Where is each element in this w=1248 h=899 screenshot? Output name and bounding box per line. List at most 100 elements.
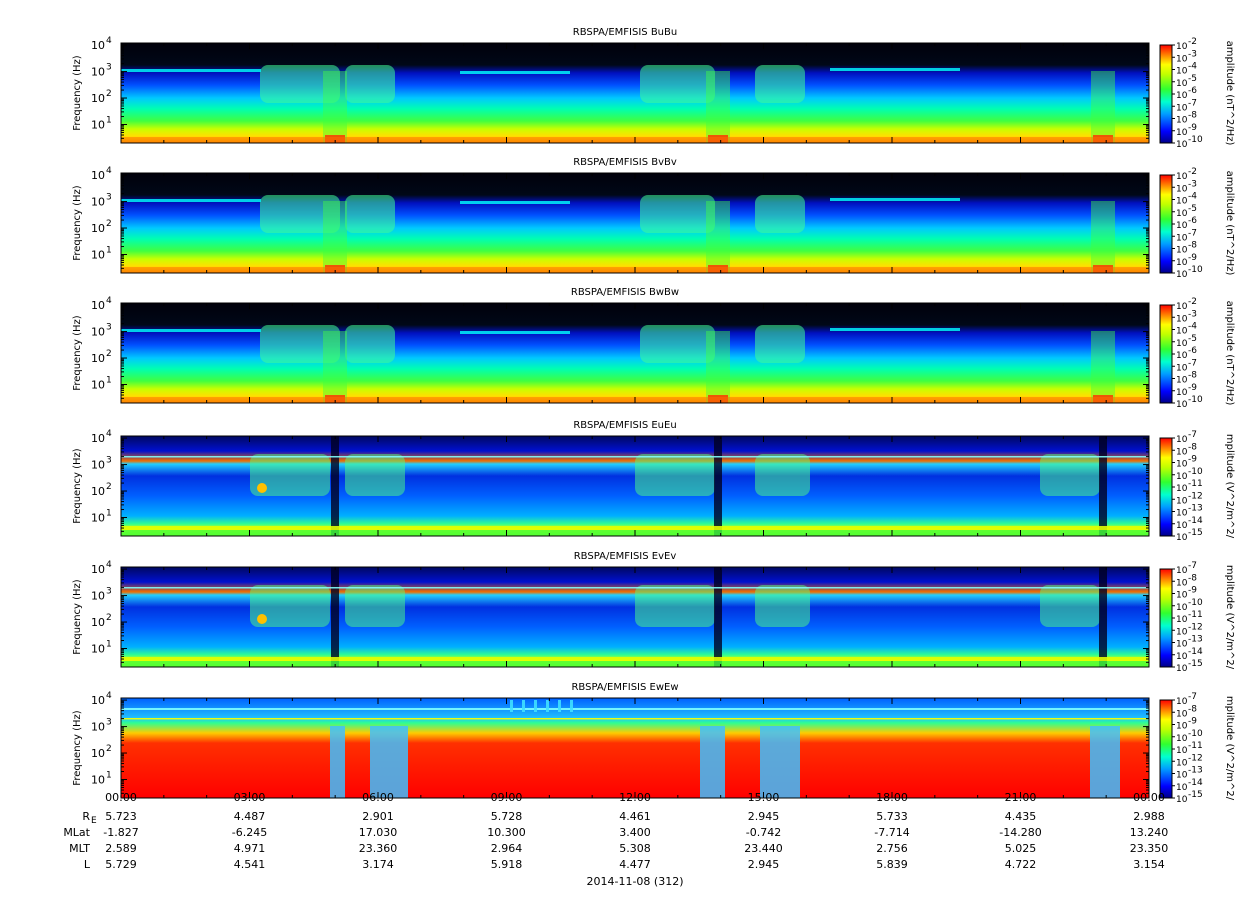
colorbar-tick-exponent: -10 <box>1188 729 1203 739</box>
colorbar: 10-210-310-410-510-610-710-810-910-10 amp… <box>1159 37 1235 150</box>
colorbar-tick-label: 10 <box>1176 91 1188 101</box>
y-tick-exponent: 4 <box>106 560 112 570</box>
colorbar-tick-exponent: -7 <box>1188 561 1197 571</box>
colorbar-tick-label: 10 <box>1176 697 1188 707</box>
colorbar-tick-exponent: -10 <box>1188 467 1203 477</box>
emission-features <box>121 700 1149 798</box>
y-tick-label: 10 <box>91 222 105 235</box>
y-tick-exponent: 2 <box>106 219 112 229</box>
panel-title: RBSPA/EMFISIS EvEv <box>574 551 677 562</box>
ephemeris-value: 2.945 <box>748 810 780 823</box>
colorbar-tick-exponent: -11 <box>1188 479 1203 489</box>
colorbar-tick-label: 10 <box>1176 533 1188 543</box>
ephemeris-value: 17.030 <box>359 826 398 839</box>
y-tick-exponent: 1 <box>106 375 112 385</box>
colorbar-tick-exponent: -9 <box>1188 253 1197 263</box>
colorbar-tick-label: 10 <box>1176 67 1188 77</box>
colorbar-tick-exponent: -3 <box>1188 49 1197 59</box>
colorbar-tick-exponent: -5 <box>1188 74 1197 84</box>
colorbar-tick-exponent: -10 <box>1188 265 1203 275</box>
y-tick-label: 10 <box>91 196 105 209</box>
colorbar-tick-exponent: -12 <box>1188 753 1203 763</box>
x-tick-label: 15:00 <box>748 791 780 804</box>
colorbar-tick-label: 10 <box>1176 722 1188 732</box>
colorbar-tick-label: 10 <box>1176 795 1188 805</box>
emission-features <box>121 195 1149 273</box>
colorbar-tick-label: 10 <box>1176 116 1188 126</box>
colorbar-tick-exponent: -13 <box>1188 635 1203 645</box>
colorbar-tick-exponent: -8 <box>1188 442 1197 452</box>
ephemeris-label: R <box>82 810 90 823</box>
y-tick-label: 10 <box>91 118 105 131</box>
ephemeris-value: 5.728 <box>491 810 523 823</box>
colorbar-tick-exponent: -14 <box>1188 647 1203 657</box>
colorbar-tick-label: 10 <box>1176 509 1188 519</box>
colorbar-tick-exponent: -11 <box>1188 610 1203 620</box>
colorbar-tick-exponent: -7 <box>1188 692 1197 702</box>
colorbar-tick-label: 10 <box>1176 484 1188 494</box>
colorbar-tick-exponent: -8 <box>1188 241 1197 251</box>
colorbar-label: amplitude (nT^2/Hz) <box>1224 301 1235 406</box>
colorbar-tick-label: 10 <box>1176 388 1188 398</box>
colorbar-tick-label: 10 <box>1176 460 1188 470</box>
ephemeris-value: -14.280 <box>999 826 1041 839</box>
date-label: 2014-11-08 (312) <box>586 875 683 888</box>
colorbar-tick-exponent: -7 <box>1188 98 1197 108</box>
y-tick-exponent: 4 <box>106 296 112 306</box>
panel-title: RBSPA/EMFISIS EwEw <box>571 682 678 693</box>
y-tick-label: 10 <box>91 511 105 524</box>
colorbar-tick-exponent: -8 <box>1188 111 1197 121</box>
colorbar-tick-label: 10 <box>1176 258 1188 268</box>
ephemeris-value: 3.400 <box>619 826 651 839</box>
ephemeris-value: 5.025 <box>1005 842 1037 855</box>
colorbar-tick-exponent: -9 <box>1188 717 1197 727</box>
panel-title: RBSPA/EMFISIS BuBu <box>573 27 677 38</box>
ephemeris-value: 5.308 <box>619 842 651 855</box>
colorbar-tick-exponent: -12 <box>1188 622 1203 632</box>
ephemeris-value: 4.971 <box>234 842 266 855</box>
ephemeris-value: 2.589 <box>105 842 137 855</box>
colorbar-tick-label: 10 <box>1176 664 1188 674</box>
colorbar-tick-label: 10 <box>1176 79 1188 89</box>
ephemeris-value: 2.756 <box>876 842 908 855</box>
y-tick-exponent: 4 <box>106 36 112 46</box>
colorbar-label: amplitude (nT^2/Hz) <box>1224 171 1235 276</box>
y-tick-exponent: 1 <box>106 245 112 255</box>
colorbar-tick-label: 10 <box>1176 771 1188 781</box>
y-axis-label: Frequency (Hz) <box>72 55 83 131</box>
ephemeris-label: MLT <box>69 842 90 855</box>
ephemeris-value: -0.742 <box>746 826 781 839</box>
y-tick-label: 10 <box>91 747 105 760</box>
colorbar-tick-label: 10 <box>1176 758 1188 768</box>
colorbar-tick-exponent: -9 <box>1188 123 1197 133</box>
colorbar-label: mplitude (V^2/m^2/ <box>1224 434 1235 539</box>
y-tick-exponent: 2 <box>106 89 112 99</box>
colorbar-tick-label: 10 <box>1176 472 1188 482</box>
colorbar-tick-label: 10 <box>1176 734 1188 744</box>
panel-title: RBSPA/EMFISIS EuEu <box>573 420 676 431</box>
colorbar-tick-label: 10 <box>1176 221 1188 231</box>
colorbar-tick-label: 10 <box>1176 709 1188 719</box>
colorbar-tick-label: 10 <box>1176 197 1188 207</box>
ephemeris-value: 23.350 <box>1130 842 1169 855</box>
colorbar-tick-exponent: -7 <box>1188 228 1197 238</box>
colorbar-tick-exponent: -5 <box>1188 204 1197 214</box>
y-tick-label: 10 <box>91 563 105 576</box>
colorbar-tick-exponent: -10 <box>1188 598 1203 608</box>
ephemeris-value: 3.154 <box>1133 858 1165 871</box>
ephemeris-value: 4.541 <box>234 858 266 871</box>
y-tick-exponent: 3 <box>106 193 112 203</box>
y-tick-label: 10 <box>91 169 105 182</box>
panel-title: RBSPA/EMFISIS BwBw <box>571 287 679 298</box>
colorbar-tick-label: 10 <box>1176 435 1188 445</box>
colorbar-tick-label: 10 <box>1176 640 1188 650</box>
y-axis-label: Frequency (Hz) <box>72 710 83 786</box>
colorbar-tick-label: 10 <box>1176 327 1188 337</box>
ephemeris-value: -1.827 <box>103 826 138 839</box>
y-tick-label: 10 <box>91 326 105 339</box>
